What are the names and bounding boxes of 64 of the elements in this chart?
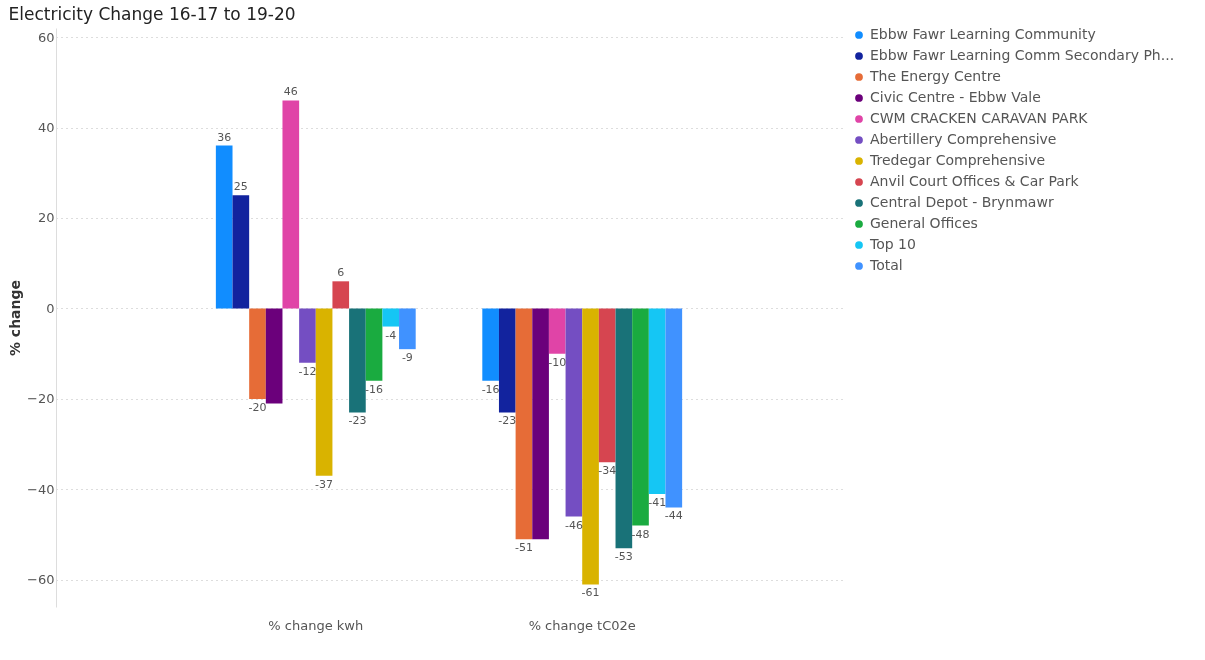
legend-label: General Offices	[870, 215, 978, 231]
legend-label: Anvil Court Offices & Car Park	[870, 173, 1080, 189]
legend-label: The Energy Centre	[869, 68, 1001, 84]
data-label: -61	[581, 586, 600, 600]
bar	[215, 145, 233, 309]
bar	[315, 308, 333, 476]
legend-label: CWM CRACKEN CARAVAN PARK	[870, 110, 1089, 126]
bar	[265, 308, 283, 404]
bar	[482, 308, 499, 381]
y-tick-label: 40	[37, 120, 55, 136]
y-tick-label: 0	[46, 300, 55, 316]
data-label: -51	[514, 541, 533, 555]
data-label: -48	[631, 527, 650, 541]
bar	[665, 308, 683, 508]
data-label: -12	[298, 364, 317, 378]
legend-label: Ebbw Fawr Learning Comm Secondary Ph...	[870, 47, 1175, 63]
bar	[582, 308, 599, 585]
y-tick-label: 60	[37, 29, 55, 45]
bar	[282, 100, 300, 309]
y-tick-label: 20	[37, 210, 55, 226]
data-label: -23	[498, 414, 517, 428]
bar	[532, 308, 549, 540]
x-tick-label: % change tC02e	[528, 617, 636, 633]
bar	[365, 308, 383, 381]
bar	[332, 281, 350, 309]
y-tick-label: −60	[27, 572, 55, 588]
bar	[249, 308, 266, 399]
bar	[515, 308, 533, 540]
data-label: -44	[664, 509, 683, 523]
data-label: 36	[217, 130, 232, 144]
chart-title: Electricity Change 16-17 to 19-20	[8, 4, 296, 24]
bar	[598, 308, 616, 463]
data-label: -23	[348, 414, 367, 428]
y-axis-title: % change	[7, 279, 24, 357]
bar	[615, 308, 633, 549]
legend-label: Abertillery Comprehensive	[870, 131, 1057, 147]
legend-label: Top 10	[869, 236, 916, 252]
data-label: -20	[248, 400, 267, 414]
legend-label: Ebbw Fawr Learning Community	[870, 26, 1096, 42]
data-label: -53	[614, 550, 633, 564]
data-label: -4	[385, 328, 397, 342]
bar	[565, 308, 583, 517]
data-label: -16	[481, 382, 500, 396]
bar	[632, 308, 649, 526]
bar	[648, 308, 666, 494]
legend-label: Total	[869, 257, 903, 273]
bar	[548, 308, 566, 354]
legend-label: Central Depot - Brynmawr	[870, 194, 1054, 210]
bar	[349, 308, 366, 413]
bar	[399, 308, 416, 350]
y-tick-label: −40	[27, 481, 55, 497]
bar	[299, 308, 316, 363]
legend-label: Civic Centre - Ebbw Vale	[870, 89, 1041, 105]
bar	[498, 308, 516, 413]
y-tick-label: −20	[27, 391, 55, 407]
bar	[232, 195, 250, 309]
data-label: -9	[401, 351, 413, 365]
x-tick-label: % change kwh	[268, 617, 364, 633]
legend-label: Tredegar Comprehensive	[869, 152, 1046, 168]
bar	[382, 308, 400, 327]
data-label: 6	[337, 266, 345, 280]
data-label: 25	[233, 180, 248, 194]
data-label: 46	[283, 85, 298, 99]
data-label: -37	[315, 477, 334, 491]
